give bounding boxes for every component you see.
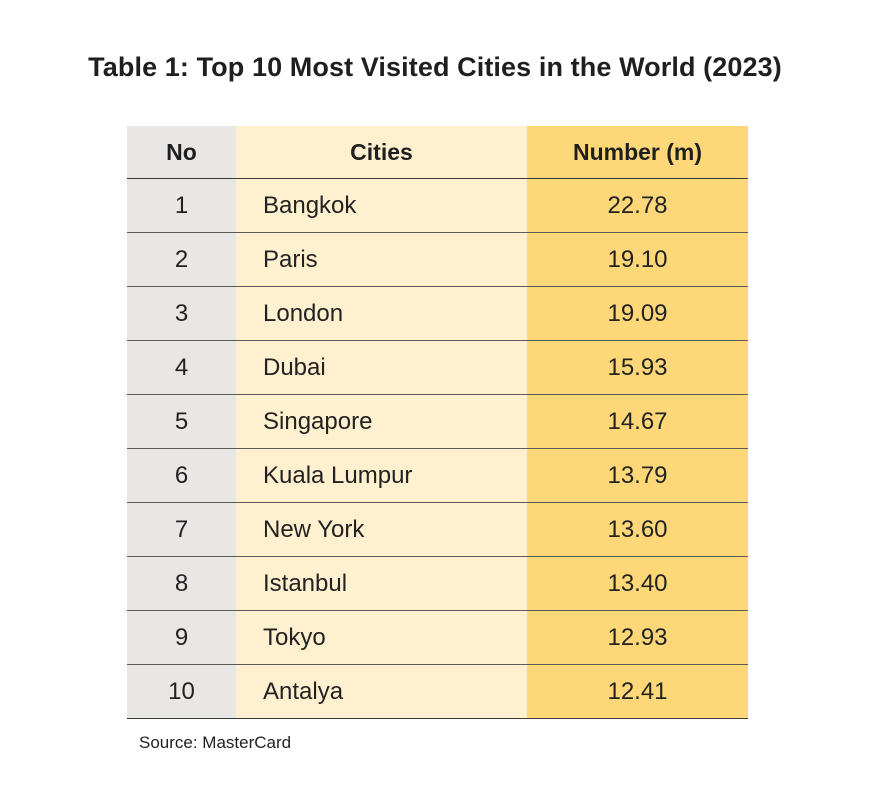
table-row: 8 Istanbul 13.40 (127, 556, 748, 611)
row-number-cell: 15.93 (527, 340, 748, 395)
header-number: Number (m) (527, 126, 748, 179)
row-number-cell: 19.10 (527, 232, 748, 287)
cities-table-container: No Cities Number (m) 1 Bangkok 22.78 2 P… (127, 126, 748, 719)
header-no: No (127, 126, 236, 179)
row-no-cell: 5 (127, 394, 236, 449)
row-city-cell: London (236, 286, 527, 341)
table-row: 2 Paris 19.10 (127, 232, 748, 287)
table-row: 5 Singapore 14.67 (127, 394, 748, 449)
table-row: 1 Bangkok 22.78 (127, 178, 748, 233)
row-no-cell: 7 (127, 502, 236, 557)
row-city-cell: Istanbul (236, 556, 527, 611)
table-title: Table 1: Top 10 Most Visited Cities in t… (88, 52, 782, 82)
table-row: 4 Dubai 15.93 (127, 340, 748, 395)
row-no-cell: 6 (127, 448, 236, 503)
table-row: 7 New York 13.60 (127, 502, 748, 557)
source-note: Source: MasterCard (139, 733, 292, 752)
row-city-cell: Singapore (236, 394, 527, 449)
row-no-cell: 4 (127, 340, 236, 395)
table-row: 9 Tokyo 12.93 (127, 610, 748, 665)
row-number-cell: 13.60 (527, 502, 748, 557)
row-number-cell: 13.40 (527, 556, 748, 611)
row-no-cell: 2 (127, 232, 236, 287)
row-city-cell: Bangkok (236, 178, 527, 233)
table-body: 1 Bangkok 22.78 2 Paris 19.10 3 London 1… (127, 178, 748, 719)
row-number-cell: 13.79 (527, 448, 748, 503)
row-number-cell: 14.67 (527, 394, 748, 449)
table-header: No Cities Number (m) (127, 126, 748, 179)
row-number-cell: 19.09 (527, 286, 748, 341)
row-city-cell: Tokyo (236, 610, 527, 665)
row-number-cell: 22.78 (527, 178, 748, 233)
table-row: 6 Kuala Lumpur 13.79 (127, 448, 748, 503)
row-no-cell: 1 (127, 178, 236, 233)
row-city-cell: Dubai (236, 340, 527, 395)
table-row: 3 London 19.09 (127, 286, 748, 341)
header-row: No Cities Number (m) (127, 126, 748, 179)
row-no-cell: 3 (127, 286, 236, 341)
row-city-cell: Paris (236, 232, 527, 287)
header-cities: Cities (236, 126, 527, 179)
row-city-cell: Antalya (236, 664, 527, 719)
row-no-cell: 10 (127, 664, 236, 719)
row-number-cell: 12.93 (527, 610, 748, 665)
table-row: 10 Antalya 12.41 (127, 664, 748, 719)
cities-table: No Cities Number (m) 1 Bangkok 22.78 2 P… (127, 126, 748, 719)
row-number-cell: 12.41 (527, 664, 748, 719)
row-city-cell: New York (236, 502, 527, 557)
row-no-cell: 9 (127, 610, 236, 665)
row-no-cell: 8 (127, 556, 236, 611)
row-city-cell: Kuala Lumpur (236, 448, 527, 503)
